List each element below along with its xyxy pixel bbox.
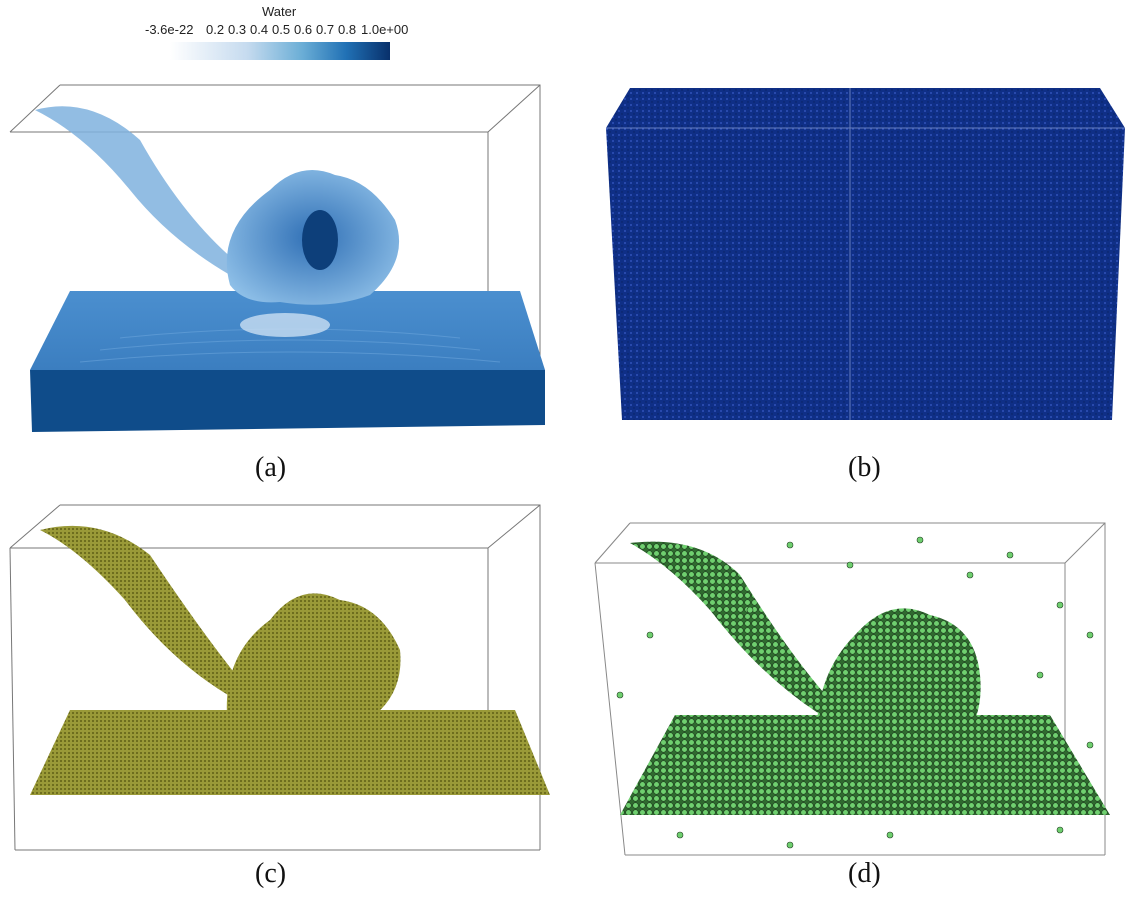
caption-d: (d) — [848, 858, 881, 889]
panel-a-render — [9, 84, 545, 432]
colorbar-tick: 0.3 — [228, 22, 247, 37]
colorbar-gradient — [170, 42, 390, 60]
caption-c: (c) — [255, 858, 287, 889]
colorbar-tick: 1.0e+00 — [361, 22, 409, 37]
particle-jet — [630, 541, 830, 713]
water-pool-side — [30, 370, 545, 432]
panel-c-render — [9, 504, 550, 851]
bounding-box — [9, 84, 541, 390]
particle-cloud — [606, 88, 1125, 420]
caption-b: (b) — [848, 452, 881, 483]
colorbar-tick: -3.6e-22 — [145, 22, 194, 37]
voxel-jet — [40, 525, 240, 695]
colorbar-tick: 0.4 — [250, 22, 269, 37]
bounding-box — [594, 522, 1106, 856]
scattered-particles — [616, 536, 1094, 849]
colorbar-title: Water — [262, 4, 297, 19]
colorbar-tick: 0.7 — [316, 22, 335, 37]
colorbar-tick: 0.8 — [338, 22, 357, 37]
water-jet — [35, 106, 240, 275]
colorbar-tick: 0.5 — [272, 22, 291, 37]
particle-splash — [816, 608, 981, 782]
bounding-box — [9, 504, 541, 851]
water-cavity — [302, 210, 338, 270]
panel-d-render — [594, 522, 1110, 856]
voxel-water-pool — [30, 710, 550, 795]
colorbar-tick: 0.6 — [294, 22, 313, 37]
voxel-splash — [226, 593, 401, 749]
panel-b-render — [606, 88, 1125, 420]
colorbar-tick: 0.2 — [206, 22, 225, 37]
caption-a: (a) — [255, 452, 287, 483]
